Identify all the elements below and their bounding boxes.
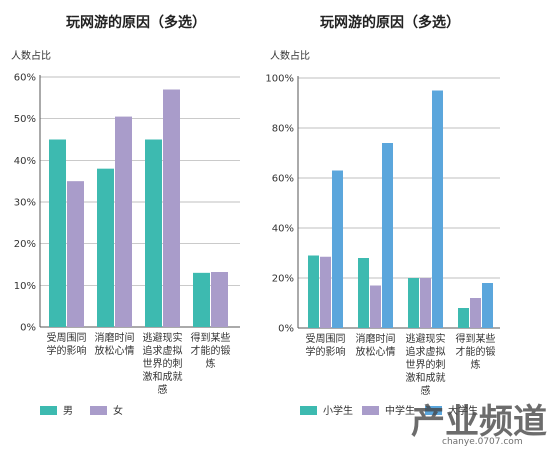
bar — [358, 258, 369, 328]
legend-swatch — [300, 406, 317, 415]
x-tick-label: 得到某些 — [191, 331, 231, 344]
legend-swatch — [362, 406, 379, 415]
x-tick-label: 追求虚拟 — [143, 344, 183, 357]
y-tick-label: 60% — [14, 73, 36, 84]
watermark-logo: 产业频道 chanye.0707.com — [411, 402, 547, 447]
x-tick-label: 追求虚拟 — [406, 345, 446, 358]
watermark-sub-text: chanye.0707.com — [442, 437, 523, 447]
y-tick-label: 80% — [272, 124, 294, 135]
x-tick-label: 感 — [421, 384, 431, 397]
bar — [332, 170, 343, 328]
y-tick-label: 0% — [278, 324, 294, 335]
y-axis-label: 人数占比 — [270, 49, 310, 62]
bar — [67, 181, 84, 327]
x-tick-label: 放松心情 — [95, 344, 135, 357]
bar — [482, 283, 493, 328]
y-tick-label: 100% — [265, 74, 294, 85]
y-tick-label: 40% — [14, 156, 36, 167]
legend-label: 男 — [63, 405, 73, 417]
bar — [97, 168, 114, 327]
y-tick-label: 10% — [14, 281, 36, 292]
bar — [163, 89, 180, 327]
bar — [432, 90, 443, 328]
x-tick-label: 消磨时间 — [356, 332, 396, 345]
legend-label: 小学生 — [323, 404, 353, 417]
x-tick-label: 世界的刺 — [406, 358, 446, 371]
legend-swatch — [90, 406, 107, 415]
y-tick-label: 40% — [272, 224, 294, 235]
y-tick-label: 20% — [272, 274, 294, 285]
bar — [408, 278, 419, 328]
x-tick-label: 学的影响 — [306, 345, 346, 358]
x-tick-label: 激和成就 — [143, 370, 183, 383]
bar — [211, 272, 228, 327]
x-tick-label: 逃避现实 — [143, 331, 183, 344]
x-tick-label: 炼 — [206, 357, 216, 370]
y-tick-label: 0% — [20, 323, 36, 334]
y-tick-label: 20% — [14, 239, 36, 250]
x-tick-label: 受周围同 — [306, 333, 346, 345]
x-tick-label: 得到某些 — [456, 332, 496, 345]
chart-title: 玩网游的原因（多选） — [320, 14, 460, 31]
legend-swatch — [425, 406, 442, 415]
x-tick-label: 消磨时间 — [95, 331, 135, 344]
right-chart: 玩网游的原因（多选） 人数占比 0% 20% 40% 60% 80% 100% 受周围同学的影响… — [265, 14, 500, 417]
y-tick-label: 50% — [14, 114, 36, 125]
x-tick-label: 感 — [158, 383, 168, 396]
bar — [193, 272, 210, 327]
legend-label: 女 — [113, 404, 123, 417]
left-chart: 玩网游的原因（多选） 人数占比 0% 10% 20% 30% 40% 50% 60% 受周围同学的… — [11, 14, 240, 417]
y-tick-label: 30% — [14, 198, 36, 209]
x-tick-label: 世界的刺 — [143, 357, 183, 370]
y-tick-label: 60% — [272, 174, 294, 185]
x-tick-label: 才能的锻 — [191, 344, 231, 357]
bar — [420, 278, 431, 328]
x-tick-label: 才能的锻 — [456, 345, 496, 358]
legend-swatch — [40, 406, 57, 415]
legend-label: 大学生 — [448, 404, 478, 417]
x-tick-label: 受周围同 — [47, 332, 87, 344]
legend-label: 中学生 — [385, 404, 415, 417]
bar — [145, 139, 162, 327]
bar — [458, 308, 469, 328]
bar — [370, 285, 381, 328]
x-tick-label: 学的影响 — [47, 344, 87, 357]
bar — [308, 255, 319, 328]
x-tick-label: 激和成就 — [406, 371, 446, 384]
bar — [382, 143, 393, 328]
x-tick-label: 炼 — [471, 358, 481, 371]
bar — [115, 116, 132, 327]
bar — [320, 256, 331, 328]
bar — [470, 298, 481, 328]
x-tick-label: 放松心情 — [356, 345, 396, 358]
x-tick-label: 逃避现实 — [406, 332, 446, 345]
chart-title: 玩网游的原因（多选） — [66, 14, 206, 31]
watermark-main-text: 产业频道 — [411, 402, 547, 442]
y-axis-label: 人数占比 — [11, 49, 51, 62]
bar — [49, 139, 66, 327]
